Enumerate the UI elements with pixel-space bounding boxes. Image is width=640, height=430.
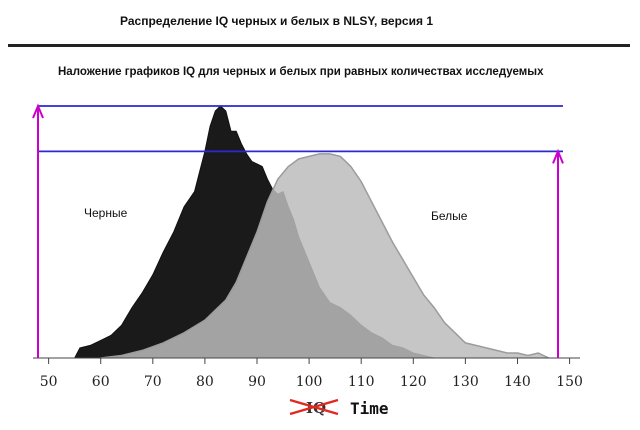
x-tick-label: 60 (92, 374, 110, 390)
x-tick-label: 130 (452, 374, 479, 390)
x-tick-label: 110 (348, 374, 375, 390)
x-tick-label: 80 (196, 374, 214, 390)
arrow-right-head (552, 148, 564, 164)
x-tick-label: 120 (400, 374, 427, 390)
x-tick-label: 100 (296, 374, 323, 390)
areas-layer (74, 105, 550, 359)
x-tick-labels: 50 60 70 80 90 100 110 120 130 140 150 (40, 358, 583, 390)
chart-subtitle: Наложение графиков IQ для черных и белых… (58, 66, 544, 78)
x-tick-label: 50 (40, 374, 58, 390)
x-tick-label: 140 (504, 374, 531, 390)
reference-lines (38, 105, 563, 153)
divider (8, 44, 630, 47)
x-label-replacement: Time (350, 399, 389, 418)
series-label-black: Черные (84, 206, 128, 220)
arrow-left-head (32, 103, 44, 119)
chart-title: Распределение IQ черных и белых в NLSY, … (120, 14, 433, 28)
x-tick-label: 70 (144, 374, 162, 390)
white-curve-line (100, 153, 550, 359)
series-label-white: Белые (431, 209, 468, 223)
strike-mark (289, 398, 339, 416)
x-tick-label: 90 (248, 374, 266, 390)
x-tick-label: 150 (556, 374, 583, 390)
magenta-arrows (32, 103, 564, 358)
x-axis-label: IQ Time (289, 398, 389, 418)
